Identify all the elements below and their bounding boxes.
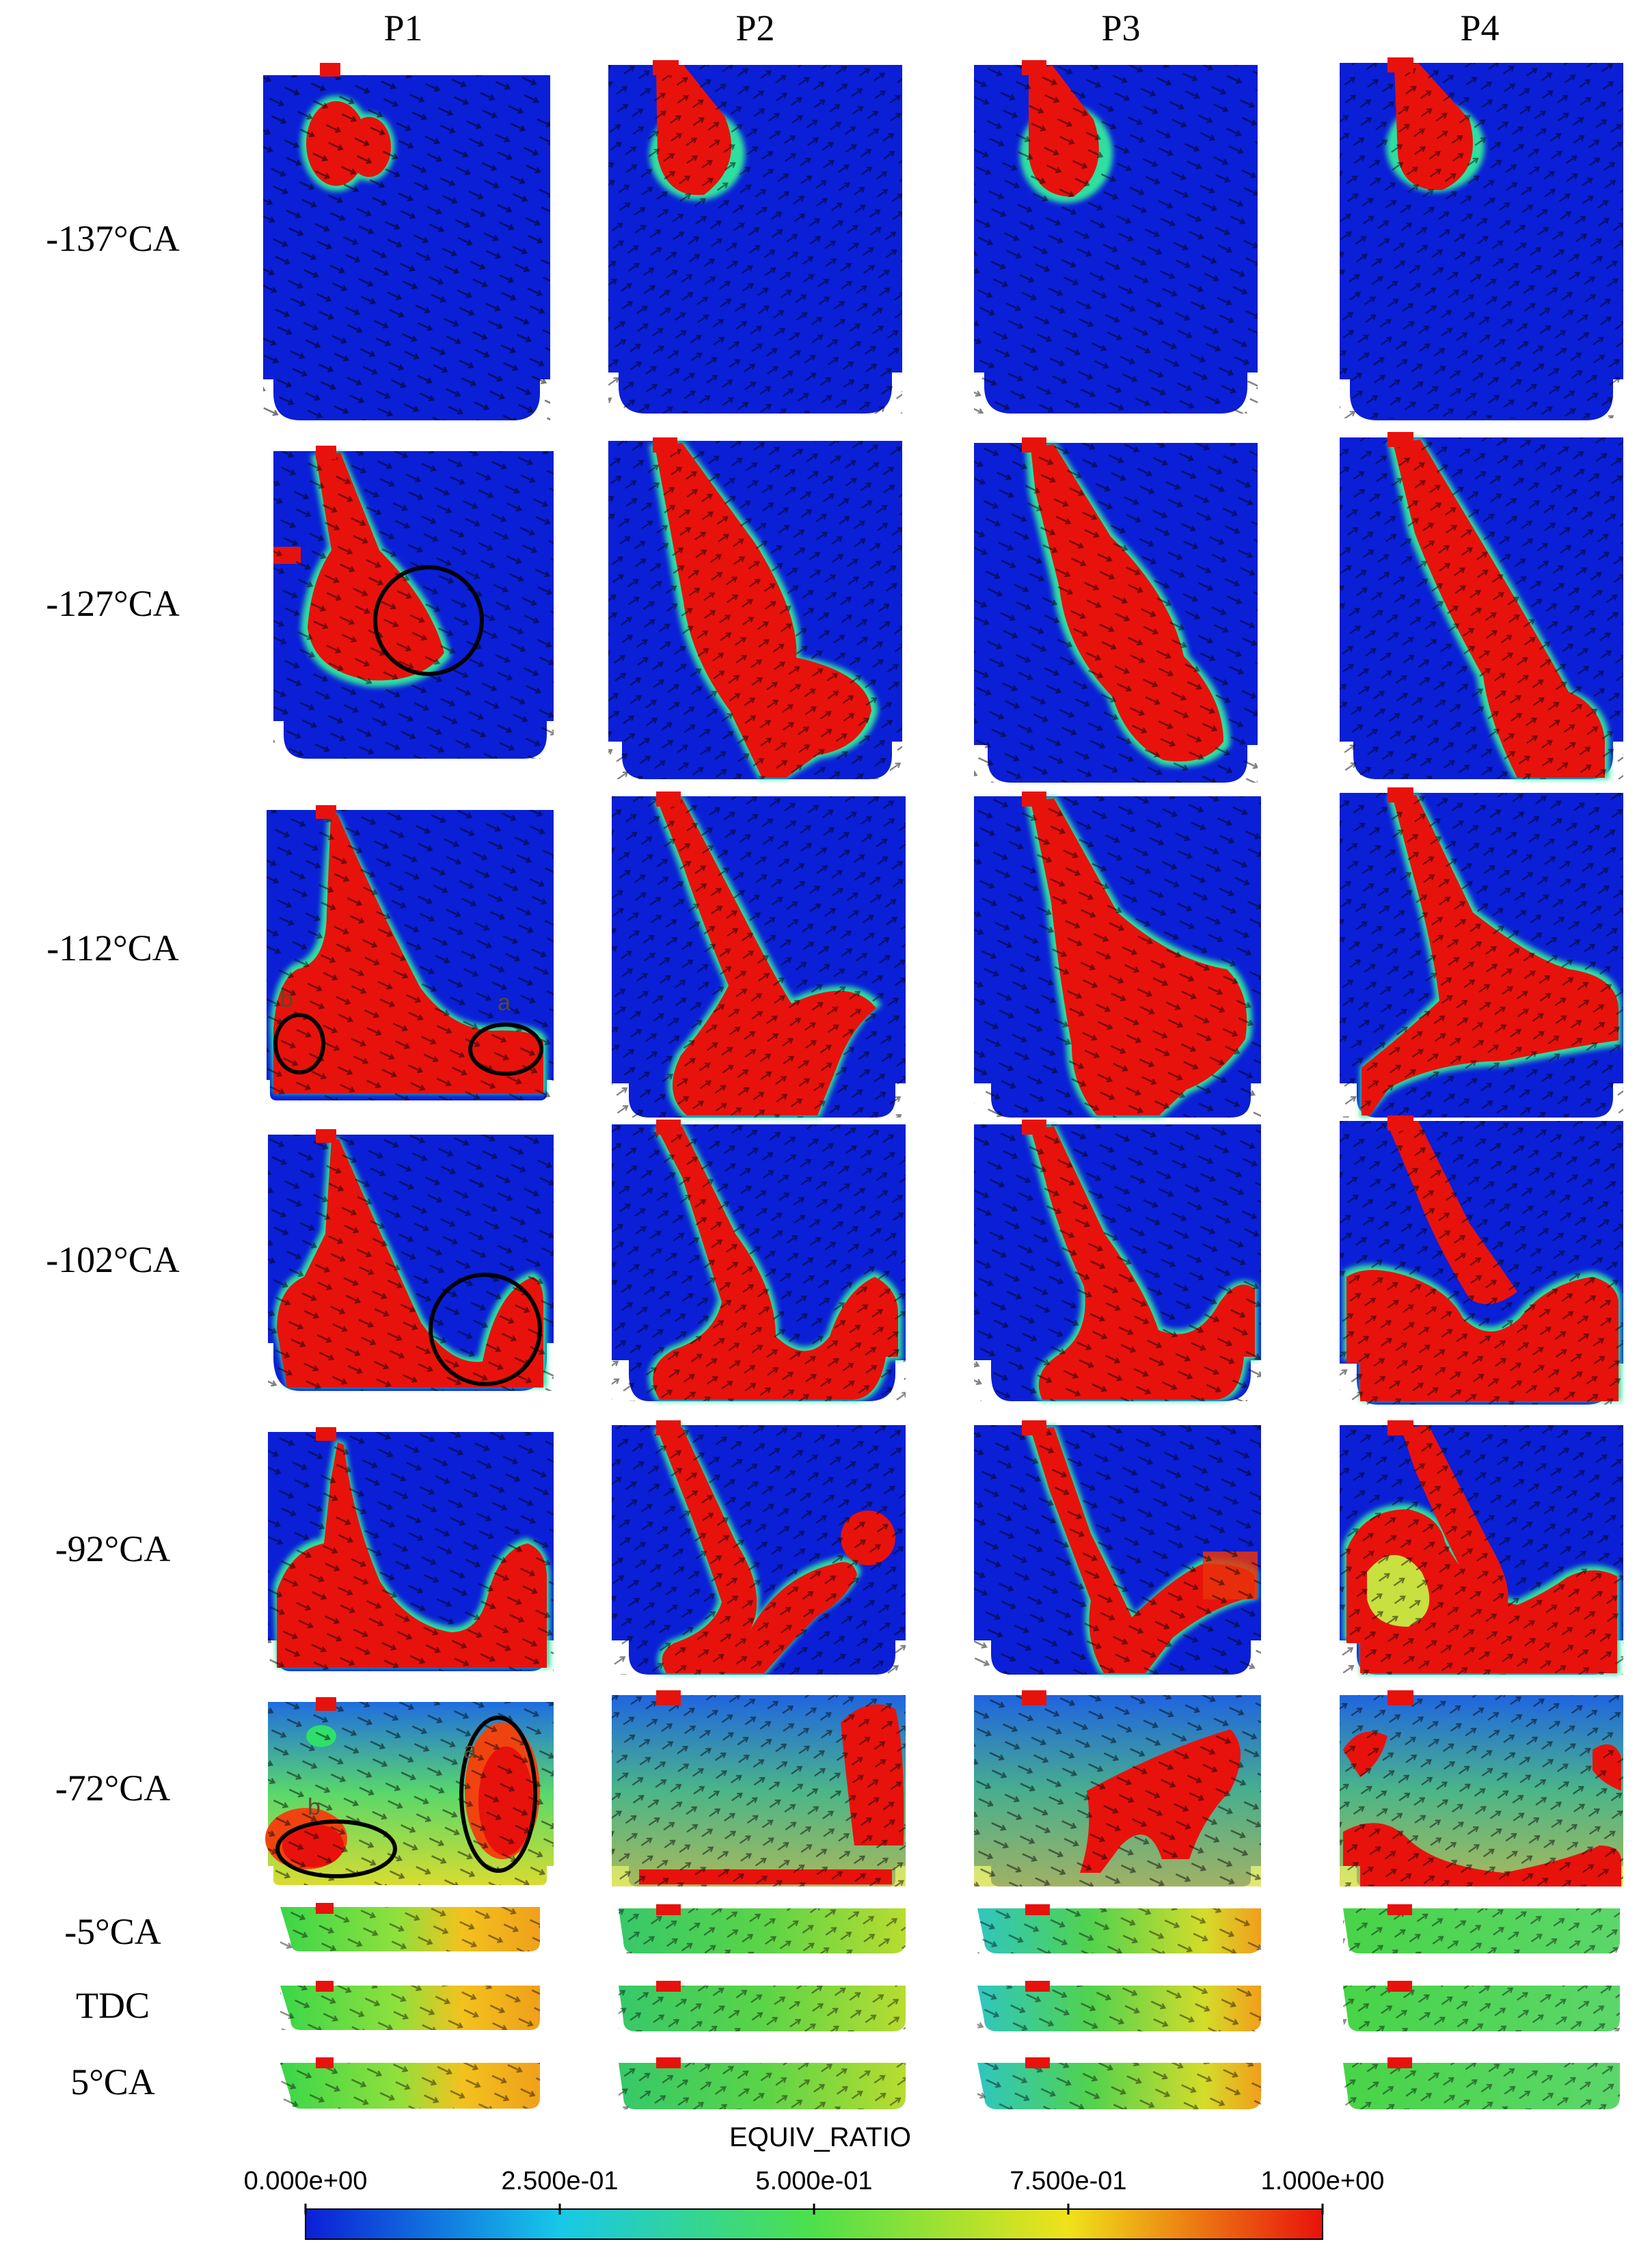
panel-p1-minus127 bbox=[273, 446, 554, 759]
panel-p3-minus92 bbox=[974, 1420, 1261, 1675]
panel-p1-minus72: b a bbox=[265, 1697, 554, 1885]
panel-p2-minus127 bbox=[608, 437, 902, 779]
panel-p2-minus5 bbox=[619, 1904, 906, 1953]
panel-p1-minus92 bbox=[268, 1427, 554, 1671]
colorbar-tick-label-4: 1.000e+00 bbox=[1260, 2167, 1385, 2195]
row-label-minus137: -137°CA bbox=[46, 218, 180, 259]
panel-p4-minus112 bbox=[1340, 787, 1623, 1118]
colorbar-gradient bbox=[305, 2208, 1323, 2240]
panel-p1-minus102 bbox=[268, 1129, 554, 1391]
panel-p4-minus5 bbox=[1343, 1904, 1620, 1953]
column-title-p4: P4 bbox=[1460, 8, 1500, 49]
panel-p2-plus5 bbox=[619, 2057, 906, 2109]
row-label-minus92: -92°CA bbox=[55, 1528, 171, 1569]
panel-p3-minus102 bbox=[974, 1120, 1261, 1401]
row-label-minus102: -102°CA bbox=[46, 1239, 180, 1280]
panel-p2-tdc bbox=[619, 1981, 906, 2031]
panel-p4-tdc bbox=[1343, 1981, 1620, 2031]
annotation-b-112: b bbox=[280, 986, 293, 1012]
panel-p3-minus127 bbox=[974, 437, 1258, 783]
colorbar bbox=[304, 2204, 1324, 2240]
panel-p1-minus112: b a bbox=[267, 805, 554, 1100]
panel-p3-plus5 bbox=[977, 2057, 1261, 2109]
annotation-a-72: a bbox=[463, 1737, 476, 1763]
row-label-minus72: -72°CA bbox=[55, 1768, 171, 1809]
panel-p1-plus5 bbox=[280, 2057, 540, 2109]
row-label-tdc: TDC bbox=[76, 1985, 150, 2026]
column-title-p1: P1 bbox=[383, 8, 423, 49]
colorbar-tick-label-3: 7.500e-01 bbox=[1010, 2167, 1127, 2195]
annotation-a-112: a bbox=[498, 990, 511, 1016]
colorbar-title: EQUIV_RATIO bbox=[729, 2122, 911, 2152]
panel-p4-minus137 bbox=[1340, 57, 1623, 420]
column-title-p2: P2 bbox=[735, 8, 775, 49]
colorbar-tick-label-1: 2.500e-01 bbox=[501, 2167, 619, 2195]
panel-p1-minus137 bbox=[263, 63, 550, 420]
colorbar-tick-label-2: 5.000e-01 bbox=[755, 2167, 873, 2195]
panel-p4-minus92 bbox=[1340, 1420, 1623, 1675]
row-label-minus127: -127°CA bbox=[46, 583, 180, 624]
panel-p4-minus102 bbox=[1340, 1115, 1623, 1405]
panel-p2-minus137 bbox=[608, 60, 902, 414]
panel-p2-minus112 bbox=[612, 792, 906, 1118]
panel-p3-minus72 bbox=[974, 1690, 1261, 1886]
annotation-b-72: b bbox=[308, 1794, 321, 1820]
panel-p3-tdc bbox=[977, 1981, 1261, 2031]
panel-p1-minus5 bbox=[280, 1903, 540, 1951]
panel-p4-minus127 bbox=[1340, 432, 1623, 779]
panel-p3-minus112 bbox=[974, 792, 1261, 1118]
panel-p2-minus92 bbox=[612, 1420, 906, 1675]
row-label-minus5: -5°CA bbox=[64, 1911, 161, 1952]
panel-p4-plus5 bbox=[1343, 2057, 1620, 2109]
panel-p2-minus72 bbox=[612, 1690, 906, 1886]
panel-p3-minus5 bbox=[977, 1904, 1261, 1953]
panel-p2-minus102 bbox=[612, 1120, 906, 1401]
panel-p3-minus137 bbox=[974, 60, 1258, 414]
row-label-plus5: 5°CA bbox=[70, 2061, 155, 2102]
panel-p4-minus72 bbox=[1340, 1690, 1623, 1886]
colorbar-tick-label-0: 0.000e+00 bbox=[243, 2167, 368, 2195]
panel-p1-tdc bbox=[280, 1981, 540, 2030]
column-title-p3: P3 bbox=[1101, 8, 1141, 49]
row-label-minus112: -112°CA bbox=[46, 928, 179, 969]
